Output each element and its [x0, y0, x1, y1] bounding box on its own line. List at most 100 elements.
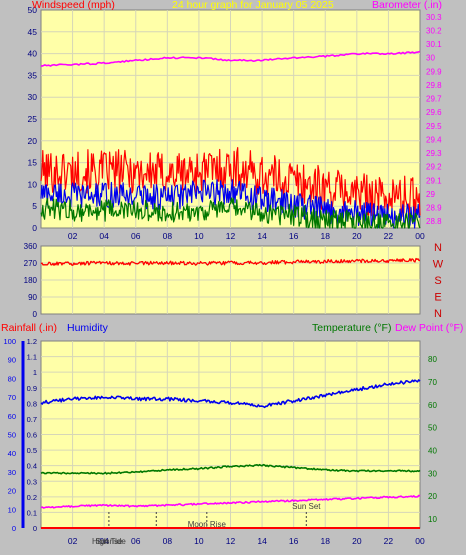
- y-right-tick-label: 30: [426, 54, 435, 63]
- y-right-tick-label: 29.6: [426, 108, 442, 117]
- series-wind: [40, 50, 421, 229]
- x-tick-label: 22: [384, 536, 394, 546]
- annotation-label: Moon Rise: [188, 520, 227, 529]
- rainfall-tick-label: 1: [33, 368, 37, 377]
- y-tick-label: 45: [28, 27, 38, 37]
- y-tick-label: 0: [33, 310, 38, 319]
- y-tick-label: 50: [28, 5, 38, 15]
- y-tick-label: 15: [28, 158, 38, 168]
- y-right-tick-label: 29.1: [426, 176, 442, 185]
- humidity-tick-label: 10: [8, 505, 16, 514]
- rainfall-tick-label: 1.1: [27, 353, 37, 362]
- y-tick-label: 35: [28, 70, 38, 80]
- humidity-tick-label: 60: [8, 412, 16, 421]
- y-tick-label: 25: [28, 114, 38, 124]
- rain-humidity-temp-panel: 010203040506070809010000.10.20.30.40.50.…: [1, 322, 463, 546]
- rainfall-tick-label: 0: [33, 524, 37, 533]
- y-tick-label: 180: [24, 276, 38, 285]
- humidity-tick-label: 50: [8, 431, 16, 440]
- x-tick-label: 20: [352, 231, 362, 241]
- temperature-tick-label: 60: [428, 401, 437, 410]
- y-tick-label: 90: [28, 293, 37, 302]
- axis-label-barometer: Barometer (.in): [372, 0, 442, 11]
- rainfall-tick-label: 0.7: [27, 415, 37, 424]
- y-tick-label: 270: [24, 259, 38, 268]
- y-right-tick-label: 29.8: [426, 81, 442, 90]
- x-tick-label: 08: [163, 231, 173, 241]
- axis-label-temperature: Temperature (°F): [312, 322, 391, 334]
- series-temperature: [40, 379, 421, 529]
- humidity-series: [40, 379, 421, 409]
- series-direction: [40, 257, 421, 266]
- temperature-tick-label: 70: [428, 378, 437, 387]
- x-tick-label: 00: [415, 231, 425, 241]
- rainfall-tick-label: 0.9: [27, 384, 37, 393]
- x-tick-label: 08: [163, 536, 173, 546]
- rainfall-tick-label: 0.6: [27, 431, 37, 440]
- dew-point-series: [40, 494, 421, 509]
- compass-letter: S: [434, 275, 441, 287]
- y-right-tick-label: 28.9: [426, 204, 442, 213]
- x-tick-label: 12: [226, 231, 236, 241]
- x-tick-label: 04: [99, 231, 109, 241]
- annotation-label: Sun Set: [292, 502, 321, 511]
- temperature-tick-label: 50: [428, 424, 437, 433]
- x-tick-label: 14: [257, 231, 267, 241]
- rainfall-tick-label: 0.4: [27, 462, 37, 471]
- x-tick-label: 12: [226, 536, 236, 546]
- humidity-tick-label: 70: [8, 393, 16, 402]
- wind-barometer-panel: 0 5 10 15 20 25 30 35 40 45 50 28.8 28.9 29 29.1 29.2 29…: [28, 0, 443, 241]
- x-tick-label: 20: [352, 536, 362, 546]
- x-tick-label: 16: [289, 231, 299, 241]
- y-right-tick-label: 29.5: [426, 122, 442, 131]
- axis-label-dew-point: Dew Point (°F): [395, 322, 463, 334]
- x-tick-label: 04: [99, 536, 109, 546]
- annotation-label: High Tide: [92, 537, 126, 546]
- ticks-wind: 0 5 10 15 20 25 30 35 40 45 50 28.8 28.9 29 29.1 29.2 29…: [28, 5, 443, 241]
- wind-gust-series: [40, 147, 421, 218]
- temperature-series: [40, 463, 421, 475]
- rainfall-tick-label: 1.2: [27, 337, 37, 346]
- y-tick-label: 5: [32, 201, 37, 211]
- y-tick-label: 40: [28, 49, 38, 59]
- temperature-tick-label: 40: [428, 446, 437, 455]
- rainfall-tick-label: 0.3: [27, 477, 37, 486]
- wind-speed-series: [40, 197, 421, 229]
- humidity-tick-label: 0: [12, 524, 16, 533]
- x-tick-label: 00: [415, 536, 425, 546]
- y-tick-label: 30: [28, 92, 38, 102]
- x-tick-label: 16: [289, 536, 299, 546]
- grid-temperature: [41, 341, 420, 528]
- y-tick-label: 10: [28, 179, 38, 189]
- x-tick-label: 06: [131, 231, 141, 241]
- rainfall-tick-label: 0.1: [27, 508, 37, 517]
- y-tick-label: 360: [24, 242, 38, 251]
- wind-direction-series: [40, 257, 421, 266]
- axis-label-windspeed: Windspeed (mph): [32, 0, 115, 11]
- temperature-tick-label: 20: [428, 492, 437, 501]
- y-right-tick-label: 29.3: [426, 149, 442, 158]
- ticks-temperature: 010203040506070809010000.10.20.30.40.50.…: [3, 337, 437, 546]
- axis-label-rainfall: Rainfall (.in): [1, 322, 57, 334]
- compass-letter: N: [434, 308, 442, 320]
- y-right-tick-label: 28.8: [426, 217, 442, 226]
- humidity-tick-label: 90: [8, 356, 16, 365]
- x-tick-label: 10: [194, 536, 204, 546]
- y-right-tick-label: 30.1: [426, 40, 442, 49]
- compass-letter: E: [434, 292, 441, 304]
- compass-letter: W: [433, 259, 444, 271]
- temperature-tick-label: 30: [428, 469, 437, 478]
- y-right-tick-label: 29.7: [426, 95, 442, 104]
- y-right-tick-label: 30.3: [426, 13, 442, 22]
- humidity-tick-label: 30: [8, 468, 16, 477]
- axis-label-humidity: Humidity: [67, 322, 109, 334]
- humidity-tick-label: 80: [8, 374, 16, 383]
- x-tick-label: 02: [68, 231, 78, 241]
- y-tick-label: 20: [28, 136, 38, 146]
- x-tick-label: 22: [384, 231, 394, 241]
- x-tick-label: 10: [194, 231, 204, 241]
- y-right-tick-label: 30.2: [426, 26, 442, 35]
